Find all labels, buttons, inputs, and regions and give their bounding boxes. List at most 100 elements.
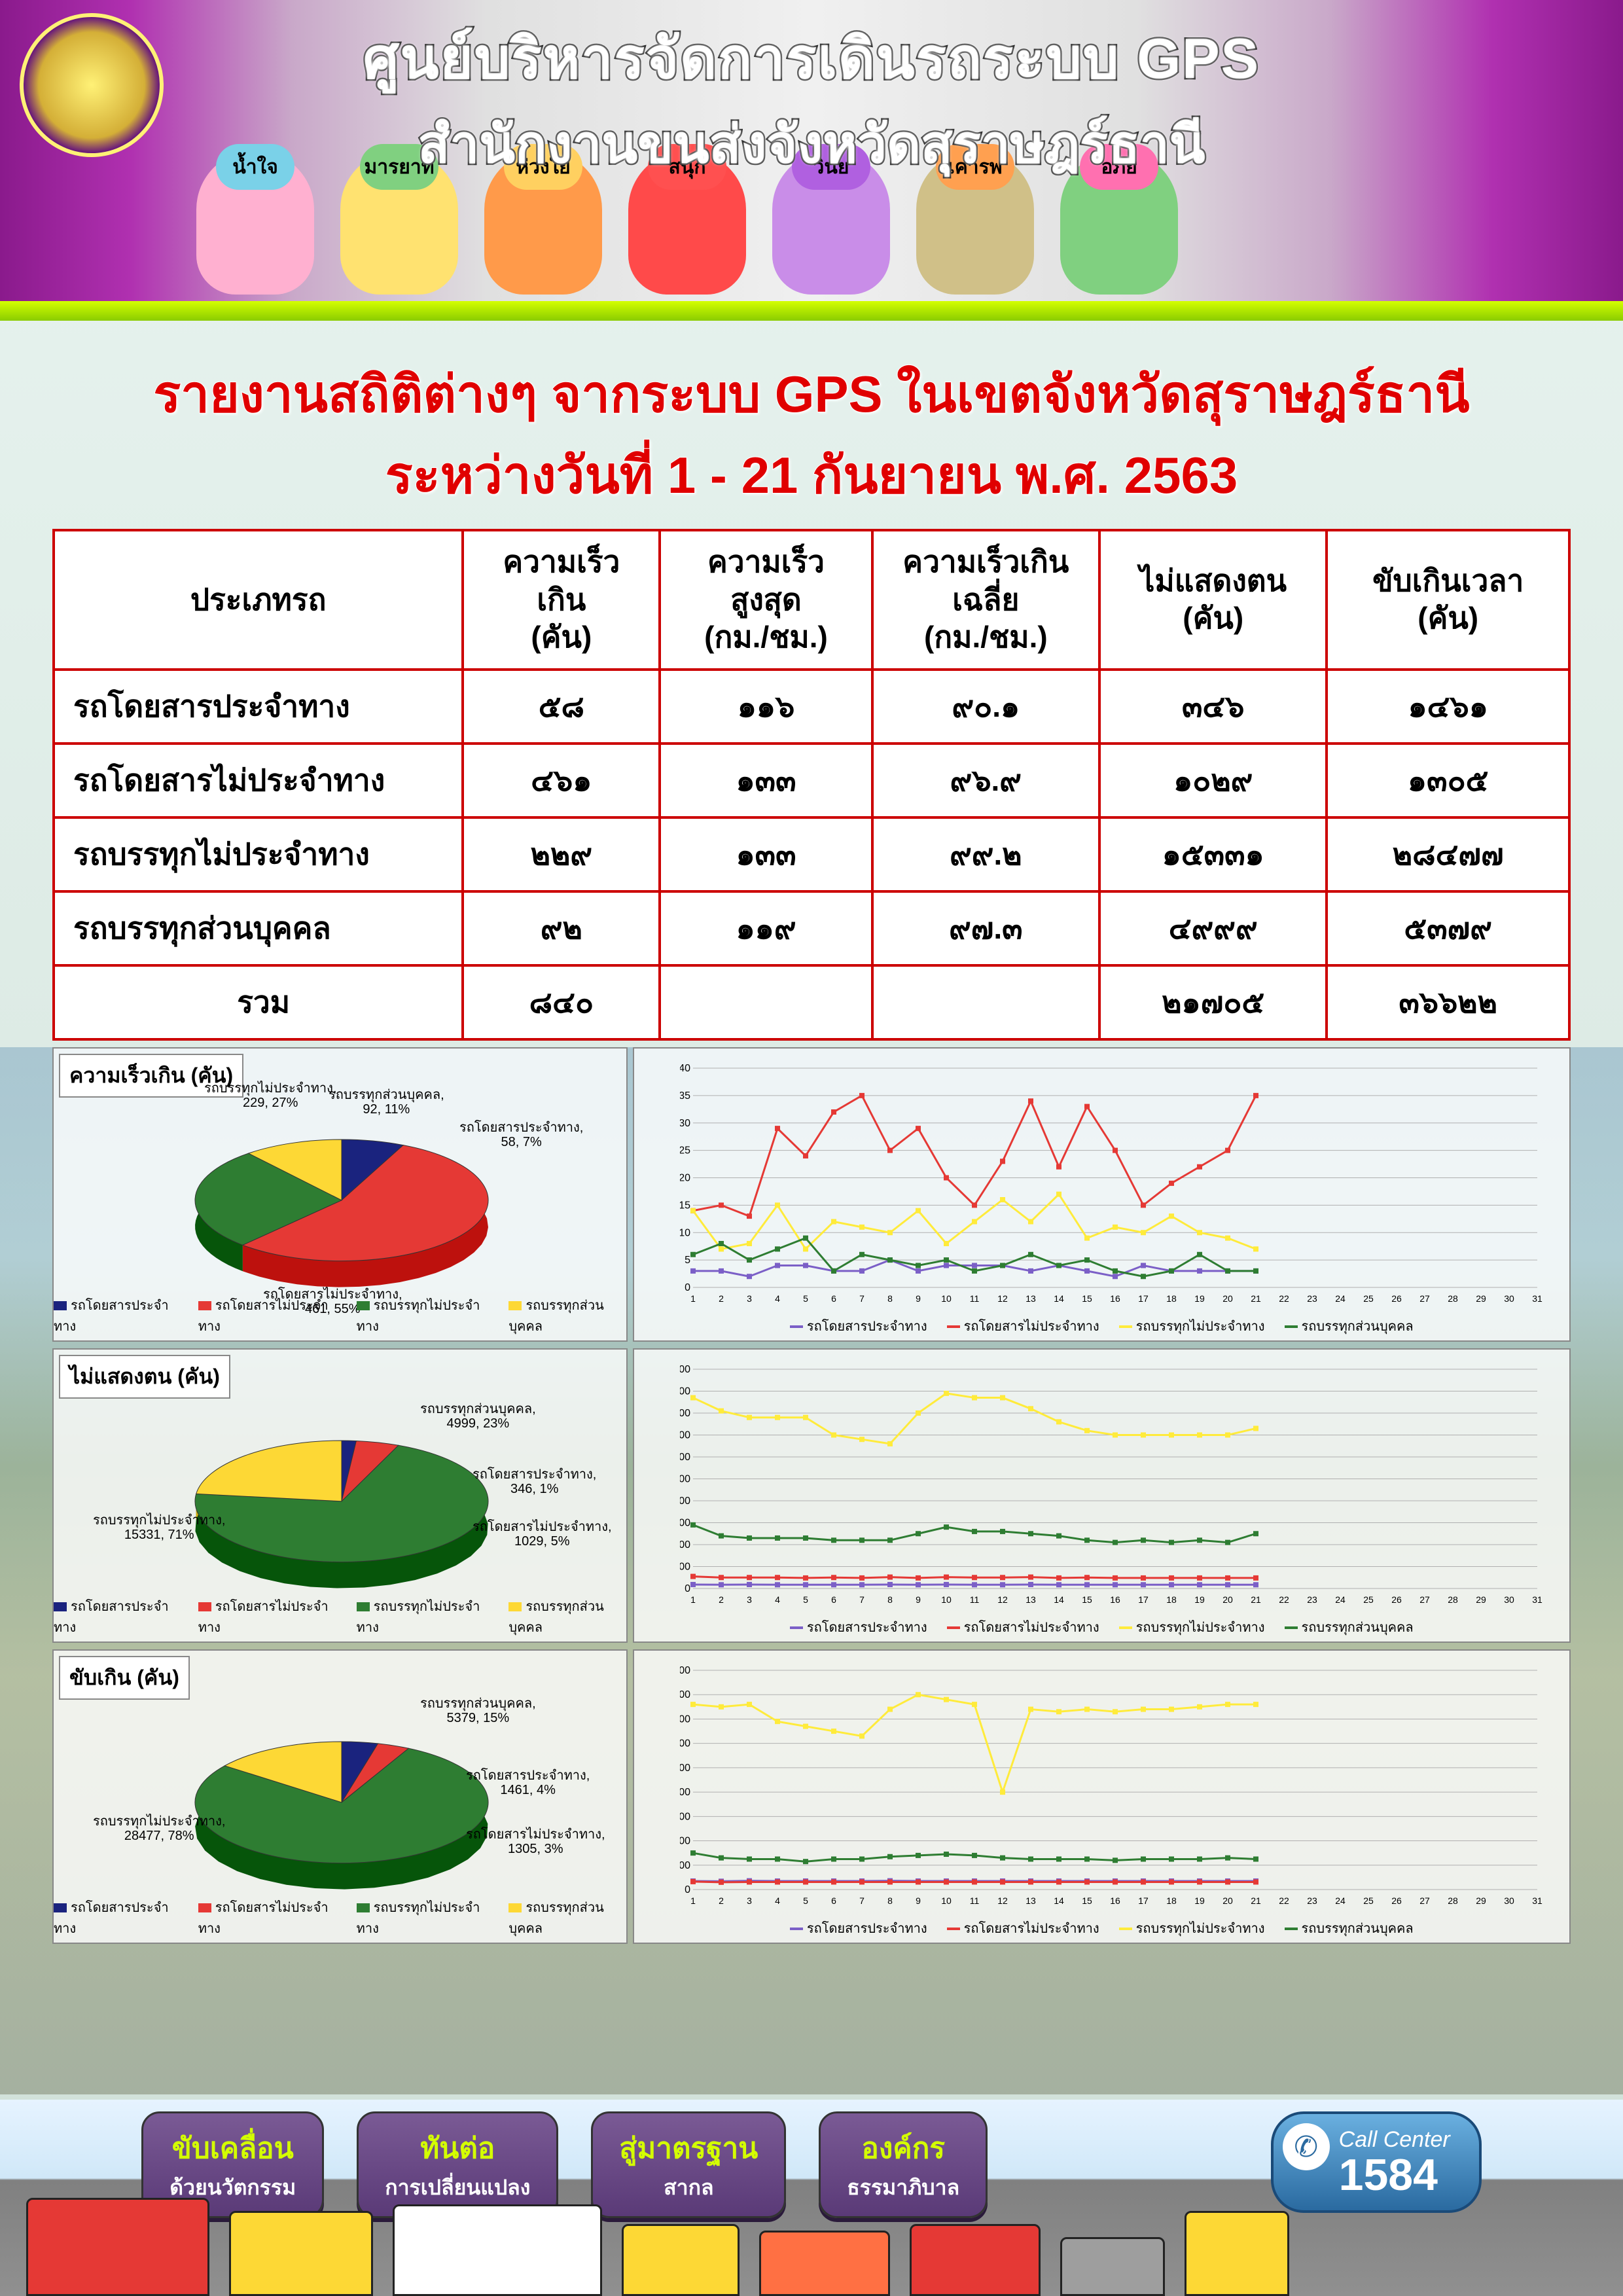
svg-text:19: 19 xyxy=(1194,1895,1205,1906)
cell-value: ๒๒๙ xyxy=(463,817,660,891)
svg-text:5: 5 xyxy=(803,1293,808,1304)
svg-text:4: 4 xyxy=(775,1895,780,1906)
svg-text:21: 21 xyxy=(1251,1293,1261,1304)
svg-text:1600: 1600 xyxy=(680,1689,690,1700)
legend-label: รถโดยสารประจำทาง xyxy=(807,1621,927,1635)
row-label: รถโดยสารประจำทาง xyxy=(54,670,463,744)
svg-text:29: 29 xyxy=(1476,1293,1486,1304)
svg-text:1: 1 xyxy=(690,1293,696,1304)
call-center-label: Call Center xyxy=(1339,2127,1450,2153)
svg-text:1400: 1400 xyxy=(680,1713,690,1725)
svg-text:8: 8 xyxy=(887,1293,893,1304)
svg-text:23: 23 xyxy=(1307,1293,1317,1304)
legend-swatch xyxy=(947,1325,960,1328)
cell-value: ๓๔๖ xyxy=(1099,670,1327,744)
legend-label: รถบรรทุกส่วนบุคคล xyxy=(508,1600,603,1635)
stats-table: ประเภทรถความเร็วเกิน(คัน)ความเร็วสูงสุด(… xyxy=(52,529,1571,1041)
pie-callout: รถบรรทุกไม่ประจำทาง,28477, 78% xyxy=(93,1814,225,1843)
call-center-number: 1584 xyxy=(1339,2153,1450,2197)
legend-item: รถบรรทุกส่วนบุคคล xyxy=(508,1596,626,1638)
svg-text:15: 15 xyxy=(680,1200,690,1211)
cell-value: ๒๘๔๗๗ xyxy=(1327,817,1569,891)
svg-text:2: 2 xyxy=(719,1293,724,1304)
svg-text:30: 30 xyxy=(1504,1594,1514,1605)
stats-col-header: ความเร็วสูงสุด(กม./ชม.) xyxy=(660,530,872,670)
svg-text:1800: 1800 xyxy=(680,1665,690,1676)
legend-item: รถบรรทุกไม่ประจำทาง xyxy=(1119,1316,1265,1336)
header-divider xyxy=(0,301,1623,321)
svg-text:17: 17 xyxy=(1138,1895,1149,1906)
svg-text:2: 2 xyxy=(719,1594,724,1605)
cell-value: ๙๐.๑ xyxy=(872,670,1099,744)
stats-col-header: ไม่แสดงตน(คัน) xyxy=(1099,530,1327,670)
stats-col-header: ประเภทรถ xyxy=(54,530,463,670)
total-row: รวม๘๔๐๒๑๗๐๕๓๖๖๒๒ xyxy=(54,965,1569,1039)
legend-label: รถบรรทุกส่วนบุคคล xyxy=(508,1901,603,1936)
cell-value: ๔๖๑ xyxy=(463,744,660,817)
svg-text:13: 13 xyxy=(1026,1895,1036,1906)
svg-text:12: 12 xyxy=(997,1594,1008,1605)
legend-item: รถบรรทุกส่วนบุคคล xyxy=(1285,1316,1414,1336)
legend-swatch xyxy=(198,1301,211,1310)
svg-text:12: 12 xyxy=(997,1895,1008,1906)
svg-text:7: 7 xyxy=(859,1895,865,1906)
svg-text:11: 11 xyxy=(969,1895,979,1906)
svg-text:22: 22 xyxy=(1279,1895,1289,1906)
svg-text:9: 9 xyxy=(916,1594,921,1605)
legend-item: รถบรรทุกไม่ประจำทาง xyxy=(1119,1617,1265,1638)
pie-callout: รถบรรทุกส่วนบุคคล,92, 11% xyxy=(329,1088,444,1117)
legend-item: รถโดยสารประจำทาง xyxy=(790,1918,927,1939)
cell-value: ๑๓๐๕ xyxy=(1327,744,1569,817)
svg-text:14: 14 xyxy=(1054,1293,1064,1304)
line-panel: 0200400600800100012001400160018001234567… xyxy=(633,1649,1571,1944)
svg-text:21: 21 xyxy=(1251,1895,1261,1906)
legend-item: รถโดยสารประจำทาง xyxy=(54,1295,179,1336)
svg-text:11: 11 xyxy=(969,1293,979,1304)
svg-text:3: 3 xyxy=(747,1293,752,1304)
chart-row: ความเร็วเกิน (คัน)รถบรรทุกไม่ประจำทาง,22… xyxy=(52,1047,1571,1342)
page: น้ำใจมารยาทห่วงใยสนุกวินัยเคารพอภัย ศูนย… xyxy=(0,0,1623,2296)
cell-value: ๔๙๙๙ xyxy=(1099,891,1327,965)
svg-text:26: 26 xyxy=(1391,1293,1402,1304)
legend-swatch xyxy=(1285,1325,1298,1328)
svg-text:1200: 1200 xyxy=(680,1738,690,1749)
svg-text:31: 31 xyxy=(1532,1293,1543,1304)
legend-item: รถโดยสารไม่ประจำทาง xyxy=(947,1316,1099,1336)
legend-label: รถบรรทุกไม่ประจำทาง xyxy=(357,1600,480,1635)
svg-text:600: 600 xyxy=(680,1811,690,1822)
svg-text:10: 10 xyxy=(941,1594,952,1605)
legend-item: รถบรรทุกไม่ประจำทาง xyxy=(1119,1918,1265,1939)
svg-text:3: 3 xyxy=(747,1895,752,1906)
legend-swatch xyxy=(357,1301,370,1310)
line-panel: 0100200300400500600700800900100012345678… xyxy=(633,1348,1571,1643)
pie-panel: ไม่แสดงตน (คัน)รถบรรทุกส่วนบุคคล,4999, 2… xyxy=(52,1348,628,1643)
row-label: รถโดยสารไม่ประจำทาง xyxy=(54,744,463,817)
svg-text:16: 16 xyxy=(1110,1293,1120,1304)
svg-text:400: 400 xyxy=(680,1496,690,1507)
row-label: รถบรรทุกส่วนบุคคล xyxy=(54,891,463,965)
report-title-line1: รายงานสถิติต่างๆ จากระบบ GPS ในเขตจังหวั… xyxy=(26,353,1597,435)
table-row: รถบรรทุกไม่ประจำทาง๒๒๙๑๓๓๙๙.๒๑๕๓๓๑๒๘๔๗๗ xyxy=(54,817,1569,891)
svg-text:17: 17 xyxy=(1138,1594,1149,1605)
svg-text:8: 8 xyxy=(887,1594,893,1605)
pill-title: องค์กร xyxy=(847,2125,959,2171)
legend-label: รถบรรทุกไม่ประจำทาง xyxy=(1136,1319,1265,1334)
stats-table-wrap: ประเภทรถความเร็วเกิน(คัน)ความเร็วสูงสุด(… xyxy=(0,529,1623,1041)
svg-text:2: 2 xyxy=(719,1895,724,1906)
legend-swatch xyxy=(54,1301,67,1310)
legend-swatch xyxy=(790,1928,803,1930)
svg-text:26: 26 xyxy=(1391,1594,1402,1605)
legend-item: รถโดยสารไม่ประจำทาง xyxy=(947,1617,1099,1638)
svg-text:3: 3 xyxy=(747,1594,752,1605)
phone-icon: ✆ xyxy=(1283,2123,1330,2170)
svg-text:24: 24 xyxy=(1335,1895,1346,1906)
pie-panel: ขับเกิน (คัน)รถบรรทุกส่วนบุคคล,5379, 15%… xyxy=(52,1649,628,1944)
svg-text:1000: 1000 xyxy=(680,1364,690,1375)
svg-text:400: 400 xyxy=(680,1835,690,1846)
cell-value: ๑๓๓ xyxy=(660,817,872,891)
legend-swatch xyxy=(54,1602,67,1611)
svg-text:0: 0 xyxy=(685,1884,690,1895)
svg-text:4: 4 xyxy=(775,1594,780,1605)
svg-text:10: 10 xyxy=(941,1293,952,1304)
cell-value: ๑๕๓๓๑ xyxy=(1099,817,1327,891)
